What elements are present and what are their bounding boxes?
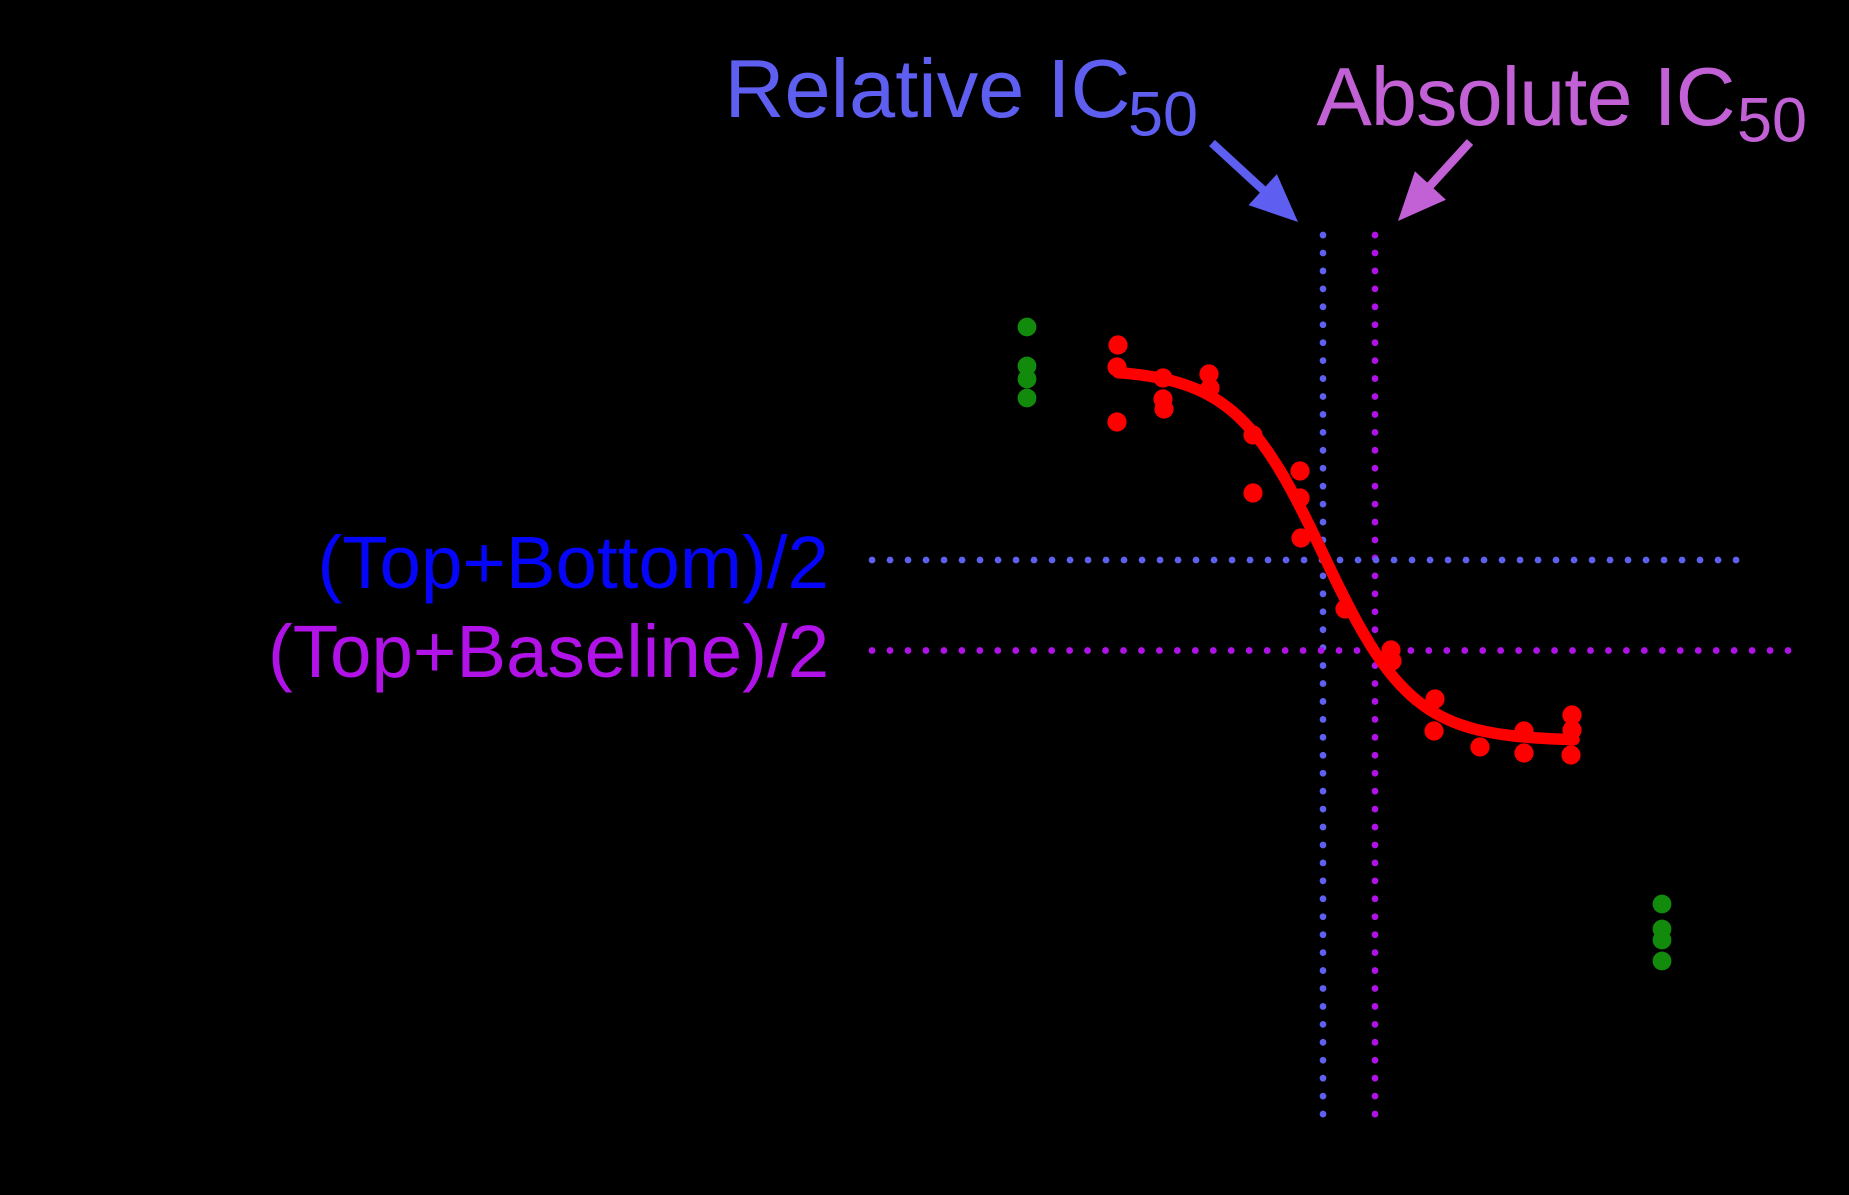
svg-text:Relative IC: Relative IC — [725, 42, 1131, 135]
svg-text:(Top+Baseline)/2: (Top+Baseline)/2 — [268, 610, 829, 693]
svg-text:50: 50 — [1737, 86, 1807, 156]
svg-text:50: 50 — [1128, 80, 1198, 150]
svg-text:(Top+Bottom)/2: (Top+Bottom)/2 — [318, 521, 829, 604]
svg-text:Absolute IC: Absolute IC — [1317, 50, 1735, 143]
